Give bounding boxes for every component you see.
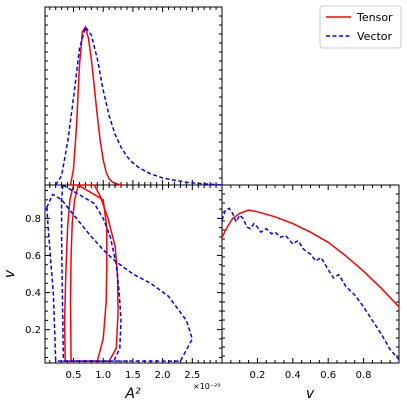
y-axis-label-v: v [2, 269, 18, 278]
legend-label-tensor: Tensor [356, 11, 393, 24]
joint-contours [46, 184, 194, 362]
legend-label-vector: Vector [357, 30, 393, 43]
legend: Tensor Vector [319, 5, 402, 49]
v-marginal-line-vector [221, 207, 400, 361]
x-tick-label-a2: 2.0 [155, 370, 171, 381]
y-tick-label-v: 0.4 [25, 288, 41, 299]
a2-marginal-curves [55, 25, 223, 186]
x-tick-label-v: 0.4 [285, 370, 301, 381]
joint-contour-vector-outer [46, 193, 194, 362]
y-tick-label-v: 0.8 [25, 214, 41, 225]
x-tick-label-a2: 2.5 [184, 370, 200, 381]
a2-marginal-line-tensor [69, 25, 122, 186]
panel-v-marginal-frame [221, 184, 400, 364]
tick-label-layer: 0.5 1.0 1.5 2.0 2.5 0.2 0.4 0.6 0.8 0.2 0.4 0.6 0.8 [25, 214, 371, 381]
x-axis-label-v: v [306, 386, 315, 402]
x-scale-label-joint: ×10⁻²⁹ [193, 382, 221, 391]
v-marginal-curves [221, 207, 400, 361]
joint-contour-tensor-inner [69, 184, 108, 362]
a2-marginal-line-vector [55, 25, 223, 186]
x-tick-label-a2: 1.5 [125, 370, 141, 381]
v-marginal-line-tensor [221, 209, 400, 308]
x-tick-label-v: 0.8 [356, 370, 372, 381]
panel-a2-marginal-frame [44, 6, 223, 186]
x-tick-label-v: 0.2 [249, 370, 265, 381]
x-tick-label-a2: 0.5 [66, 370, 82, 381]
x-tick-label-v: 0.6 [320, 370, 336, 381]
y-tick-label-v: 0.6 [25, 251, 41, 262]
y-tick-label-v: 0.2 [25, 325, 41, 336]
joint-contour-tensor-outer [63, 184, 119, 362]
joint-contour-vector-inner [60, 184, 122, 362]
x-axis-label-a2: A² [124, 386, 141, 402]
x-tick-label-a2: 1.0 [95, 370, 111, 381]
